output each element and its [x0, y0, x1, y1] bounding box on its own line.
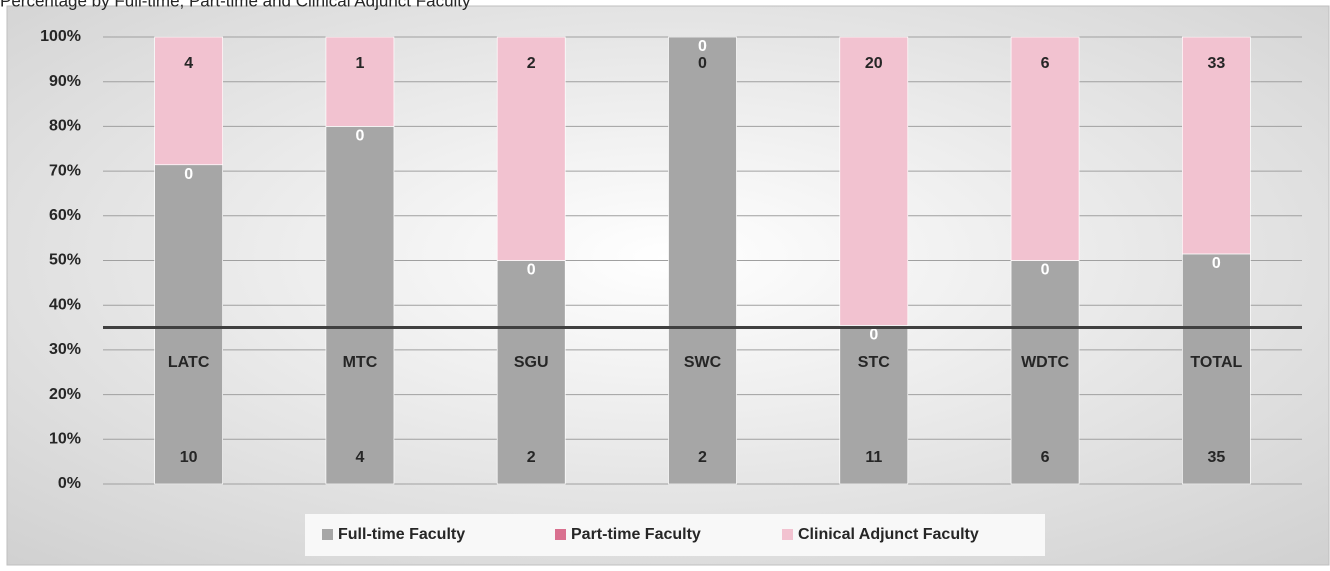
bar-segment [325, 126, 395, 485]
x-tick-label: TOTAL [1190, 354, 1242, 371]
data-label: 0 [1212, 255, 1221, 272]
data-label: 2 [698, 449, 707, 466]
bar-segment [154, 164, 223, 485]
y-tick-label: 70% [49, 162, 81, 179]
bar-segment [1182, 253, 1251, 485]
chart-background [6, 5, 1330, 566]
data-label: 6 [1041, 55, 1050, 72]
y-tick-label: 90% [49, 73, 81, 90]
data-label: 0 [698, 55, 707, 72]
data-label: 0 [698, 38, 707, 55]
chart-title: Percentage by Full-time, Part-time and C… [0, 0, 471, 10]
x-tick-label: WDTC [1021, 354, 1069, 371]
data-label: 1 [355, 55, 364, 72]
legend-label: Full-time Faculty [338, 526, 465, 543]
bar-segment [496, 36, 566, 261]
bar-segment [1182, 36, 1251, 255]
data-label: 4 [355, 449, 364, 466]
y-tick-label: 60% [49, 207, 81, 224]
data-label: 2 [527, 449, 536, 466]
x-tick-label: SWC [684, 354, 722, 371]
legend-swatch [782, 529, 793, 540]
data-label: 0 [527, 262, 536, 279]
data-label: 20 [865, 55, 883, 72]
x-tick-label: SGU [514, 354, 549, 371]
bar-segment [1010, 36, 1080, 261]
legend-swatch [322, 529, 333, 540]
bar-segment [668, 36, 737, 485]
legend-swatch [555, 529, 566, 540]
legend-box [305, 514, 1045, 556]
data-label: 2 [527, 55, 536, 72]
y-tick-label: 30% [49, 341, 81, 358]
bar-segment [839, 36, 909, 326]
data-label: 4 [184, 55, 193, 72]
x-tick-label: STC [858, 354, 890, 371]
x-tick-label: LATC [168, 354, 210, 371]
bar-segment [154, 36, 223, 166]
x-tick-label: MTC [343, 354, 378, 371]
legend-label: Clinical Adjunct Faculty [798, 526, 979, 543]
data-label: 11 [865, 449, 882, 466]
y-tick-label: 100% [40, 28, 81, 45]
data-label: 10 [180, 449, 198, 466]
y-tick-label: 40% [49, 296, 81, 313]
data-label: 0 [184, 166, 193, 183]
data-label: 35 [1207, 449, 1225, 466]
bar-segment [325, 36, 395, 127]
y-tick-label: 10% [49, 431, 81, 448]
y-tick-label: 20% [49, 386, 81, 403]
y-tick-label: 50% [49, 252, 81, 269]
data-label: 0 [355, 128, 364, 145]
y-tick-label: 80% [49, 118, 81, 135]
bar-segment [1010, 260, 1080, 485]
y-tick-label: 0% [58, 475, 81, 492]
data-label: 0 [1041, 262, 1050, 279]
data-label: 33 [1207, 55, 1225, 72]
bar-segment [496, 260, 566, 485]
bar-segment [839, 325, 909, 485]
legend-label: Part-time Faculty [571, 526, 701, 543]
data-label: 0 [869, 327, 878, 344]
data-label: 6 [1041, 449, 1050, 466]
